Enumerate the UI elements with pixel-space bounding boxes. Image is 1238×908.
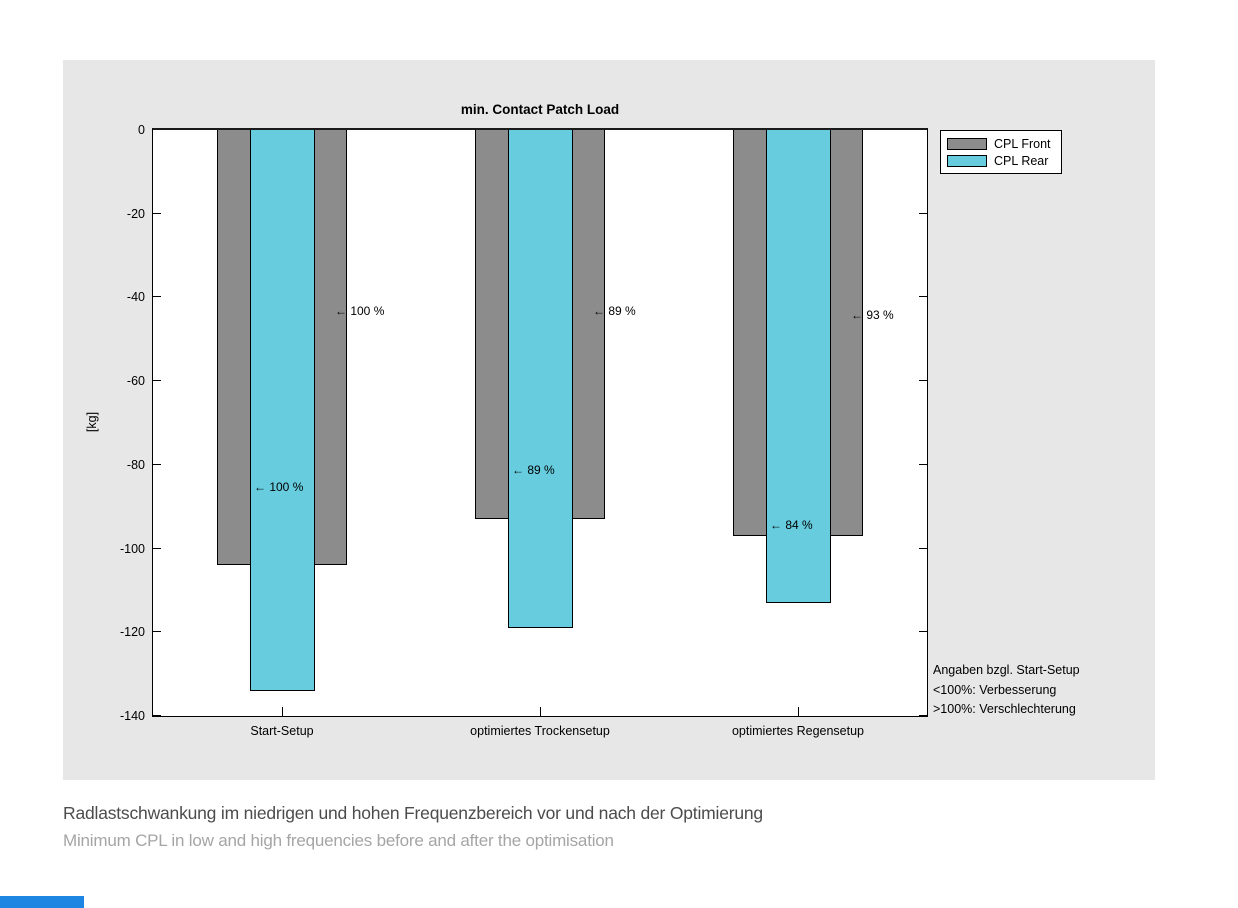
y-tick-label: -140	[119, 709, 145, 723]
y-tick	[153, 296, 161, 297]
y-tick	[919, 296, 927, 297]
x-tick	[282, 707, 283, 716]
y-tick-label: -40	[126, 290, 145, 304]
y-tick	[919, 213, 927, 214]
y-tick	[153, 548, 161, 549]
y-tick-label: -60	[126, 374, 145, 388]
legend-swatch-rear	[947, 154, 987, 167]
y-tick	[919, 464, 927, 465]
y-tick-label: 0	[138, 123, 145, 137]
x-tick-label: optimiertes Regensetup	[731, 724, 865, 738]
y-axis-label: [kg]	[85, 411, 99, 433]
legend: CPL Front CPL Rear	[940, 130, 1062, 174]
annotation-rear-1: ← 100 %	[254, 480, 304, 494]
y-tick	[919, 380, 927, 381]
bar-rear-2	[508, 130, 573, 628]
x-tick	[540, 707, 541, 716]
y-tick	[153, 213, 161, 214]
x-tick	[798, 707, 799, 716]
annotation-rear-2: ← 89 %	[512, 463, 555, 477]
y-tick	[153, 715, 161, 716]
plot-area: 0 -20 -40 -60 -80 -100 -120 -140 Start-Setup opti…	[120, 123, 928, 738]
y-tick-label: -120	[119, 625, 145, 639]
caption-german: Radlastschwankung im niedrigen und hohen…	[63, 803, 763, 823]
note-line-1: Angaben bzgl. Start-Setup	[933, 663, 1080, 677]
y-tick	[919, 631, 927, 632]
y-tick	[919, 715, 927, 716]
note-line-3: >100%: Verschlechterung	[933, 702, 1076, 716]
annotation-front-1: ← 100 %	[335, 304, 385, 318]
chart-title: min. Contact Patch Load	[460, 102, 620, 117]
figure-canvas: min. Contact Patch Load [kg] 0 -20 -40 -60 -…	[63, 60, 1155, 780]
annotation-front-2: ← 89 %	[593, 304, 636, 318]
caption-english: Minimum CPL in low and high frequencies …	[63, 831, 614, 850]
legend-swatch-front	[947, 137, 987, 150]
annotation-front-3: ← 93 %	[851, 308, 894, 322]
y-tick-label: -80	[126, 458, 145, 472]
y-tick	[919, 548, 927, 549]
legend-label-front: CPL Front	[994, 136, 1051, 151]
reference-note: Angaben bzgl. Start-Setup <100%: Verbess…	[933, 661, 1080, 720]
y-tick	[153, 631, 161, 632]
footer-accent-bar	[0, 896, 84, 908]
y-tick-label: -100	[119, 542, 145, 556]
y-tick	[153, 464, 161, 465]
y-tick	[153, 380, 161, 381]
y-tick-label: -20	[126, 207, 145, 221]
x-tick-label: optimiertes Trockensetup	[470, 724, 610, 738]
legend-entry-front: CPL Front	[947, 135, 1051, 152]
bar-rear-3	[766, 130, 831, 603]
note-line-2: <100%: Verbesserung	[933, 682, 1057, 697]
x-tick-label: Start-Setup	[250, 724, 314, 738]
bar-rear-1	[250, 130, 315, 691]
legend-entry-rear: CPL Rear	[947, 152, 1051, 169]
annotation-rear-3: ← 84 %	[770, 518, 813, 532]
legend-label-rear: CPL Rear	[994, 153, 1049, 168]
